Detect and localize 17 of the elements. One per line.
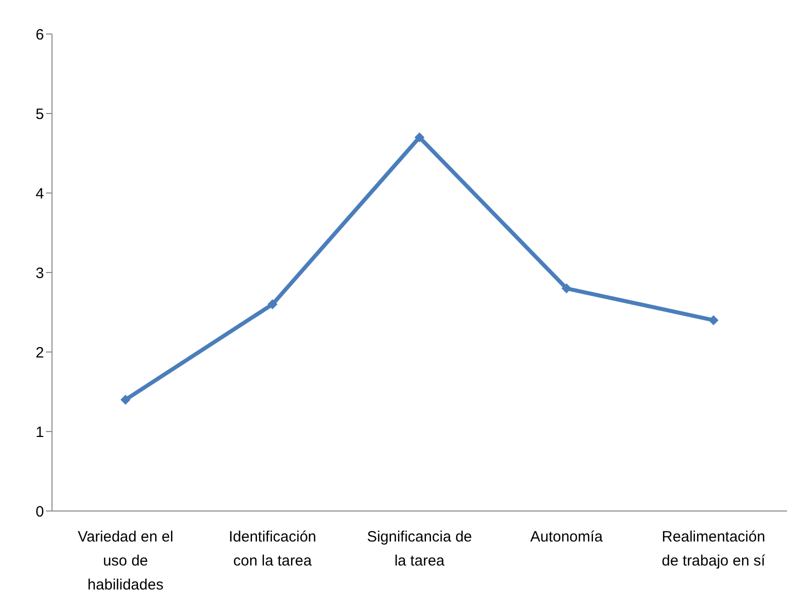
point: [708, 315, 718, 326]
y-tick-label: 0: [36, 503, 44, 520]
point: [120, 394, 130, 405]
y-tick-label: 2: [36, 344, 44, 362]
y-tick-label: 3: [36, 264, 44, 282]
y-tick-label: 6: [36, 26, 44, 44]
x-tick-label: Identificación con la tarea: [228, 528, 316, 570]
y-tick-label: 5: [36, 106, 44, 123]
y-tick-label: 1: [36, 424, 44, 441]
x-tick-label: Realimentación de trabajo en sí: [662, 528, 766, 570]
x-tick-label: Autonomía: [530, 528, 604, 546]
y-tick-label: 4: [36, 185, 44, 202]
point: [268, 299, 278, 310]
x-tick-label: Variedad en el uso de habilidades: [78, 528, 174, 594]
point: [562, 283, 572, 294]
point: [414, 132, 424, 142]
x-tick-label: Significancia de la tarea: [366, 528, 472, 570]
